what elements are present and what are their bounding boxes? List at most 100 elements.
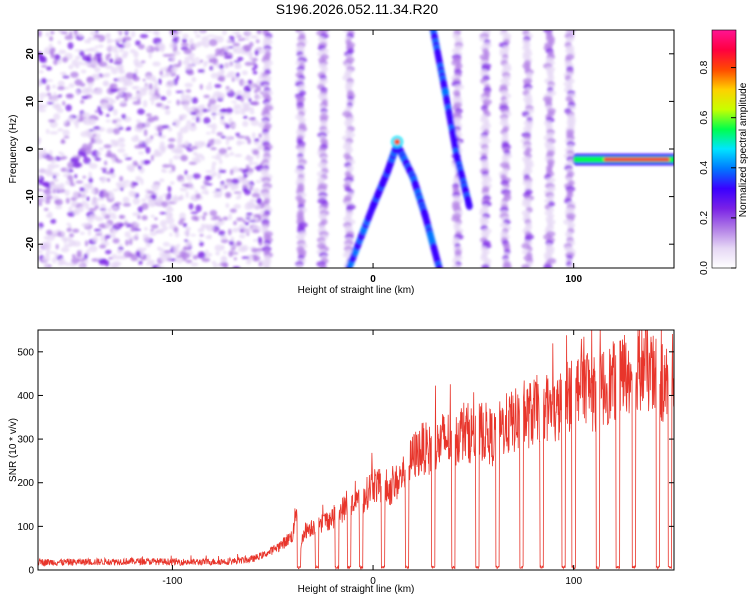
heatmap-cell: [83, 253, 88, 260]
heatmap-cell: [236, 217, 244, 222]
heatmap-cell: [64, 262, 70, 266]
snr-x-tick-label: 0: [370, 576, 376, 587]
heatmap-cell: [222, 108, 227, 112]
heatmap-cell: [567, 264, 576, 268]
heatmap-cell: [117, 148, 126, 153]
heatmap-cell: [55, 205, 63, 210]
heatmap-cell: [97, 56, 101, 64]
heatmap-cell: [227, 146, 232, 150]
heatmap-cell: [84, 147, 92, 155]
heatmap-cell: [55, 243, 59, 250]
heatmap-cell: [245, 164, 250, 171]
heatmap-cell: [49, 131, 59, 135]
heatmap-cell: [231, 100, 238, 104]
heatmap-cell: [80, 69, 87, 74]
heatmap-cell: [131, 135, 140, 143]
heatmap-cell: [249, 185, 253, 191]
spectrogram-y-tick-label: -20: [25, 237, 36, 252]
heatmap-cell: [233, 60, 241, 63]
heatmap-cell: [50, 96, 59, 102]
heatmap-cell: [197, 69, 205, 73]
heatmap-cell: [54, 252, 59, 258]
heatmap-cell: [154, 88, 159, 96]
heatmap-cell: [223, 62, 232, 68]
heatmap-cell: [110, 262, 119, 268]
heatmap-cell: [236, 104, 242, 110]
heatmap-cell: [76, 250, 82, 258]
heatmap-cell: [62, 101, 66, 106]
heatmap-cell: [38, 181, 47, 186]
heatmap-cell: [181, 38, 188, 44]
heatmap-cell: [134, 144, 143, 149]
heatmap-cell: [169, 158, 173, 166]
heatmap-cell: [78, 205, 84, 213]
heatmap-cell: [87, 48, 93, 52]
heatmap-cell: [74, 49, 82, 52]
heatmap-cell: [65, 197, 70, 204]
heatmap-cell: [263, 264, 270, 268]
heatmap-cell: [38, 250, 43, 254]
heatmap-cell: [249, 84, 255, 90]
heatmap-cell: [50, 218, 57, 224]
heatmap-cell: [70, 157, 80, 163]
heatmap-cell: [145, 113, 152, 117]
heatmap-cell: [251, 101, 260, 106]
heatmap-cell: [47, 163, 55, 171]
heatmap-cell: [160, 75, 166, 78]
heatmap-cell: [197, 251, 206, 259]
heatmap-cell: [237, 38, 244, 42]
heatmap-cell: [180, 179, 185, 183]
heatmap-cell: [248, 41, 254, 48]
heatmap-cell: [106, 45, 115, 52]
heatmap-cell: [144, 122, 151, 127]
heatmap-cell: [216, 92, 226, 99]
heatmap-cell: [126, 184, 131, 187]
heatmap-cell: [151, 98, 155, 106]
heatmap-cell: [38, 194, 46, 201]
heatmap-cell: [94, 198, 103, 201]
heatmap-cell: [119, 48, 125, 53]
heatmap-cell: [96, 151, 102, 157]
heatmap-cell: [159, 67, 168, 71]
heatmap-cell: [72, 162, 82, 168]
colorbar-tick-label: 0.0: [699, 261, 710, 275]
heatmap-cell: [132, 212, 140, 217]
heatmap-cell: [150, 228, 155, 232]
heatmap-cell: [216, 77, 224, 81]
heatmap-cell: [252, 239, 258, 242]
heatmap-cell: [54, 103, 61, 111]
heatmap-cell: [94, 66, 101, 73]
heatmap-cell: [142, 233, 149, 239]
heatmap-cell: [225, 74, 232, 78]
heatmap-cell: [220, 47, 225, 51]
heatmap-cell: [196, 141, 204, 149]
heatmap-cell: [67, 42, 74, 50]
heatmap-cell: [214, 52, 219, 57]
heatmap-cell: [59, 182, 65, 190]
heatmap-cell: [123, 250, 132, 258]
heatmap-cell: [180, 194, 184, 201]
snr-axes: -100 0 100 0 100 200 300 400 500: [17, 330, 674, 587]
heatmap-cell: [84, 39, 90, 44]
heatmap-cell: [150, 214, 155, 218]
heatmap-cell: [225, 136, 233, 141]
heatmap-cell: [226, 39, 233, 44]
colorbar-tick-label: 0.8: [699, 60, 710, 74]
heatmap-cell: [257, 236, 263, 244]
heatmap-cell: [49, 36, 54, 42]
heatmap-cell: [167, 203, 172, 211]
heatmap-cell: [154, 149, 159, 155]
snr-y-tick-label: 100: [17, 522, 34, 533]
heatmap-cell: [451, 264, 461, 268]
heatmap-cell: [248, 160, 253, 167]
heatmap-cell: [79, 50, 85, 57]
heatmap-cell: [151, 193, 157, 200]
heatmap-cell: [156, 229, 164, 234]
heatmap-cell: [38, 70, 44, 74]
heatmap-cell: [46, 79, 54, 82]
heatmap-cell: [136, 90, 140, 94]
heatmap-cell: [465, 202, 473, 211]
spectrogram-y-tick-label: 0: [25, 146, 36, 152]
heatmap-cell: [157, 246, 162, 251]
heatmap-cell: [255, 180, 262, 184]
